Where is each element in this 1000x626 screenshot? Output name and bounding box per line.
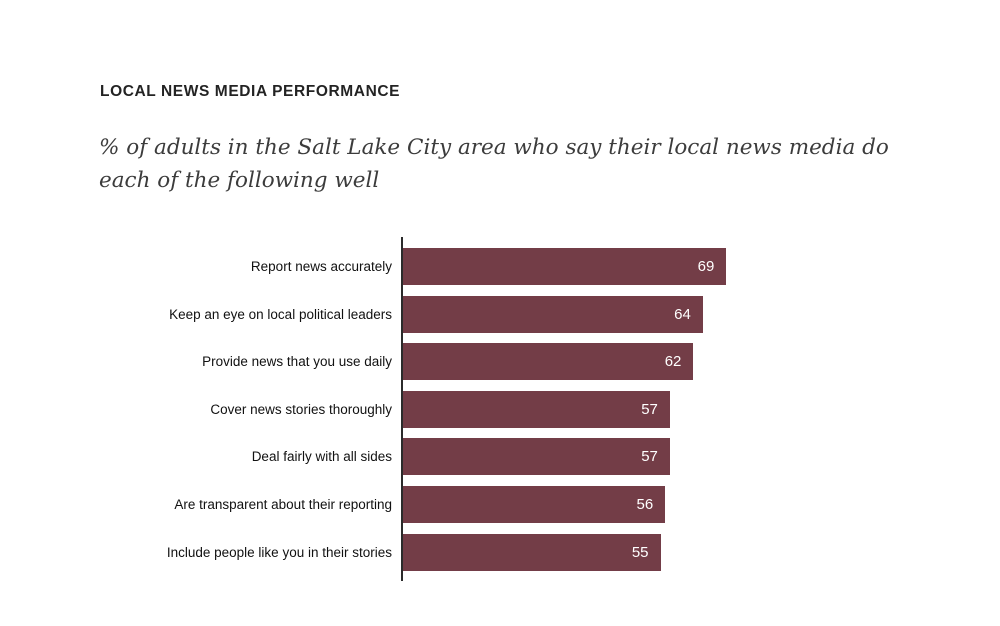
chart-subtitle-line-1: % of adults in the Salt Lake City area w…	[99, 135, 889, 160]
category-label: Deal fairly with all sides	[251, 449, 392, 465]
y-axis-line	[401, 237, 403, 581]
bar-row: Provide news that you use daily 62	[100, 343, 800, 381]
bar: 55	[402, 533, 661, 571]
bar: 56	[402, 485, 666, 523]
category-label: Keep an eye on local political leaders	[169, 306, 392, 322]
bar: 57	[402, 390, 670, 428]
bar-value: 55	[631, 543, 649, 561]
bar-row: Include people like you in their stories…	[100, 533, 800, 571]
bar-value: 69	[697, 258, 715, 275]
category-label: Report news accurately	[250, 259, 392, 274]
chart-title: LOCAL NEWS MEDIA PERFORMANCE	[100, 83, 401, 100]
bar-chart: Report news accurately 69 Keep an eye on l…	[100, 237, 800, 581]
bar-value: 57	[641, 448, 658, 466]
bar-row: Report news accurately 69	[100, 248, 800, 285]
category-label: Are transparent about their reporting	[174, 496, 392, 512]
chart-subtitle-line-2: each of the following well	[99, 168, 380, 193]
bar-row: Are transparent about their reporting 56	[100, 485, 800, 523]
bar-value: 57	[641, 400, 658, 418]
chart-rows: Report news accurately 69 Keep an eye on l…	[100, 248, 800, 571]
bar: 62	[402, 343, 694, 381]
category-label: Provide news that you use daily	[202, 354, 392, 370]
bar-row: Cover news stories thoroughly 57	[100, 390, 800, 428]
bar-value: 62	[664, 353, 682, 371]
bar-row: Deal fairly with all sides 57	[100, 438, 800, 476]
bar: 64	[402, 295, 703, 333]
category-label: Cover news stories thoroughly	[210, 401, 392, 417]
bar-value: 56	[636, 495, 654, 513]
chart-subtitle: % of adults in the Salt Lake City area w…	[99, 131, 899, 197]
bar: 69	[402, 248, 727, 285]
category-label: Include people like you in their stories	[166, 544, 392, 560]
bar-value: 64	[674, 305, 691, 323]
bar-row: Keep an eye on local political leaders 64	[100, 295, 800, 333]
bar: 57	[402, 438, 670, 476]
